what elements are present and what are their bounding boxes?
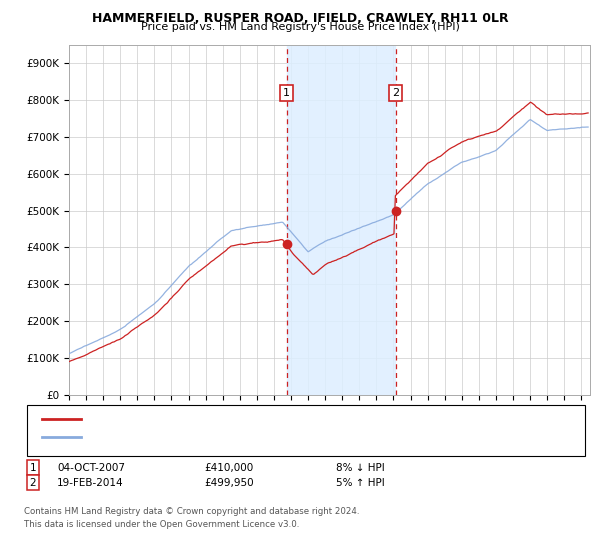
Text: 8% ↓ HPI: 8% ↓ HPI bbox=[336, 463, 385, 473]
Text: 1: 1 bbox=[29, 463, 37, 473]
Text: Contains HM Land Registry data © Crown copyright and database right 2024.: Contains HM Land Registry data © Crown c… bbox=[24, 507, 359, 516]
Text: HAMMERFIELD, RUSPER ROAD, IFIELD, CRAWLEY, RH11 0LR: HAMMERFIELD, RUSPER ROAD, IFIELD, CRAWLE… bbox=[92, 12, 508, 25]
Text: 5% ↑ HPI: 5% ↑ HPI bbox=[336, 478, 385, 488]
Text: £499,950: £499,950 bbox=[204, 478, 254, 488]
Text: 1: 1 bbox=[283, 88, 290, 97]
Text: 2: 2 bbox=[29, 478, 37, 488]
Text: £410,000: £410,000 bbox=[204, 463, 253, 473]
Text: 04-OCT-2007: 04-OCT-2007 bbox=[57, 463, 125, 473]
Text: Price paid vs. HM Land Registry's House Price Index (HPI): Price paid vs. HM Land Registry's House … bbox=[140, 22, 460, 32]
Text: 19-FEB-2014: 19-FEB-2014 bbox=[57, 478, 124, 488]
Text: This data is licensed under the Open Government Licence v3.0.: This data is licensed under the Open Gov… bbox=[24, 520, 299, 529]
Text: 2: 2 bbox=[392, 88, 399, 97]
Text: HPI: Average price, detached house, Horsham: HPI: Average price, detached house, Hors… bbox=[87, 432, 312, 442]
Text: HAMMERFIELD, RUSPER ROAD, IFIELD, CRAWLEY, RH11 0LR (detached house): HAMMERFIELD, RUSPER ROAD, IFIELD, CRAWLE… bbox=[87, 414, 469, 424]
